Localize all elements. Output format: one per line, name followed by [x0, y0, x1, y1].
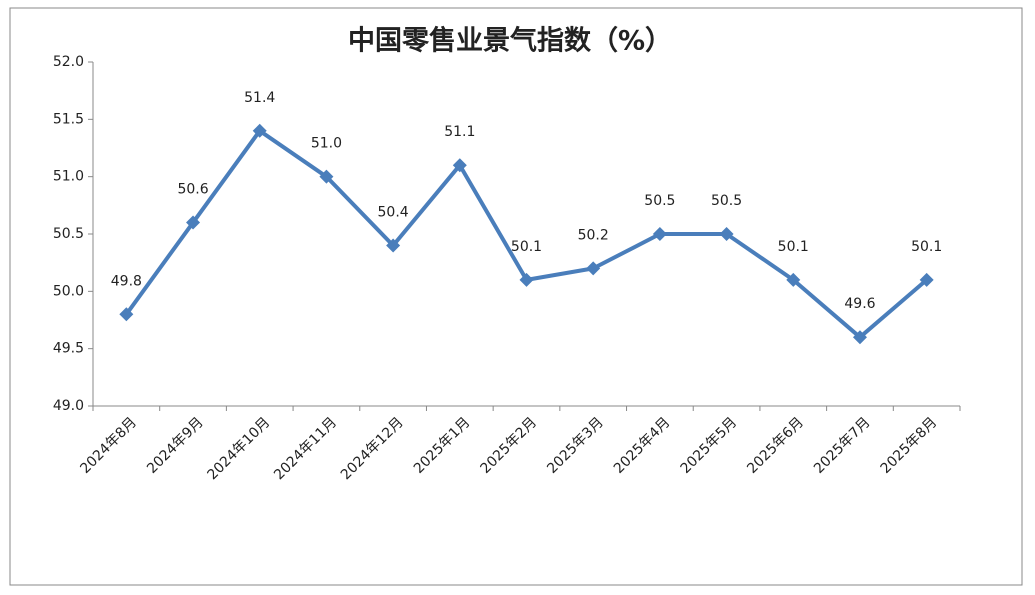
data-point	[586, 261, 601, 276]
data-point	[719, 227, 734, 241]
data-label: 50.1	[778, 239, 809, 255]
data-label: 49.6	[844, 296, 875, 312]
data-point	[519, 272, 534, 287]
data-label: 51.0	[311, 136, 342, 152]
y-tick-label: 51.5	[53, 111, 84, 127]
data-label: 51.4	[244, 90, 275, 106]
data-label: 51.1	[444, 124, 475, 140]
y-tick-label: 49.0	[53, 398, 84, 414]
data-label: 50.2	[578, 227, 609, 243]
data-point	[786, 272, 801, 287]
data-label: 50.4	[378, 204, 409, 220]
y-tick-label: 50.5	[53, 226, 84, 242]
y-tick-label: 49.5	[53, 341, 84, 357]
chart-frame	[9, 7, 1023, 586]
data-point	[652, 227, 667, 241]
data-point	[452, 158, 467, 173]
data-label: 50.6	[177, 182, 208, 198]
y-tick-label: 50.0	[53, 283, 84, 299]
data-point	[319, 169, 334, 184]
y-tick-label: 52.0	[53, 54, 84, 70]
data-label: 49.8	[111, 273, 142, 289]
data-label: 50.1	[911, 239, 942, 255]
data-point	[852, 330, 867, 345]
data-point	[386, 238, 401, 253]
data-point	[119, 307, 134, 322]
data-point	[186, 215, 201, 230]
chart-title: 中国零售业景气指数（%）	[348, 25, 672, 57]
data-label: 50.5	[711, 193, 742, 209]
y-tick-label: 51.0	[53, 169, 84, 185]
data-label: 50.1	[511, 239, 542, 255]
data-point	[252, 123, 267, 138]
data-point	[919, 272, 934, 287]
data-label: 50.5	[644, 193, 675, 209]
